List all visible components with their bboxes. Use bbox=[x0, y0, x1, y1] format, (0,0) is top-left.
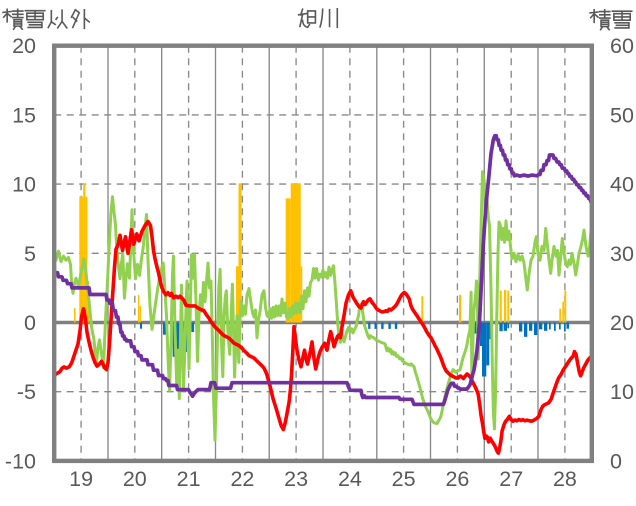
svg-text:60: 60 bbox=[610, 34, 634, 58]
svg-text:21: 21 bbox=[177, 467, 201, 491]
svg-text:-5: -5 bbox=[17, 380, 36, 404]
svg-text:10: 10 bbox=[12, 173, 36, 197]
svg-text:0: 0 bbox=[610, 449, 622, 473]
svg-text:20: 20 bbox=[12, 34, 36, 58]
svg-text:26: 26 bbox=[445, 467, 469, 491]
svg-text:10: 10 bbox=[610, 380, 634, 404]
svg-text:-10: -10 bbox=[5, 449, 36, 473]
svg-text:28: 28 bbox=[553, 467, 577, 491]
svg-text:24: 24 bbox=[338, 467, 362, 491]
svg-text:23: 23 bbox=[284, 467, 308, 491]
svg-text:5: 5 bbox=[24, 242, 36, 266]
svg-text:20: 20 bbox=[123, 467, 147, 491]
svg-text:15: 15 bbox=[12, 103, 36, 127]
svg-text:19: 19 bbox=[69, 467, 93, 491]
svg-text:25: 25 bbox=[392, 467, 416, 491]
svg-text:0: 0 bbox=[24, 311, 36, 335]
svg-text:22: 22 bbox=[230, 467, 254, 491]
svg-text:50: 50 bbox=[610, 103, 634, 127]
svg-text:40: 40 bbox=[610, 173, 634, 197]
svg-text:20: 20 bbox=[610, 311, 634, 335]
svg-text:30: 30 bbox=[610, 242, 634, 266]
svg-text:27: 27 bbox=[499, 467, 523, 491]
